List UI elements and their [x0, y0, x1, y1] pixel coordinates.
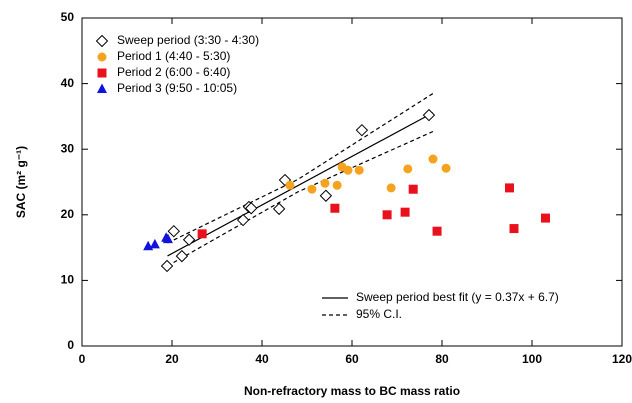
y-tick-label: 20 — [61, 207, 75, 221]
legend-label: 95% C.I. — [356, 307, 402, 321]
fit-line — [167, 130, 434, 267]
legend-marker — [97, 83, 107, 93]
point — [244, 202, 258, 215]
point — [505, 183, 514, 193]
point — [382, 210, 392, 220]
x-tick-label: 100 — [522, 352, 542, 366]
point — [428, 154, 438, 164]
x-tick-label: 120 — [612, 352, 632, 366]
point — [319, 189, 333, 202]
point — [167, 224, 181, 238]
point — [422, 108, 436, 122]
legend-label: Period 1 (4:40 - 5:30) — [117, 49, 230, 63]
point — [160, 259, 174, 273]
y-tick-label: 40 — [61, 76, 75, 90]
point — [197, 229, 207, 239]
legend-label: Period 3 (9:50 - 10:05) — [117, 81, 237, 95]
legend-marker — [97, 68, 107, 78]
point — [441, 163, 451, 173]
fit-line — [167, 92, 434, 244]
x-axis-label: Non-refractory mass to BC mass ratio — [244, 384, 460, 398]
point — [343, 165, 353, 175]
point — [432, 226, 442, 236]
point — [386, 183, 396, 193]
point — [285, 180, 295, 190]
point — [320, 178, 330, 188]
point — [408, 184, 418, 194]
point — [330, 203, 340, 213]
point — [400, 207, 410, 217]
point — [307, 184, 317, 194]
x-tick-label: 80 — [435, 352, 449, 366]
point — [149, 238, 160, 249]
y-tick-label: 30 — [61, 141, 75, 155]
point — [332, 180, 342, 190]
legend-label: Sweep period (3:30 - 4:30) — [117, 33, 259, 47]
point — [509, 224, 519, 234]
y-tick-label: 50 — [61, 10, 75, 24]
y-tick-label: 10 — [61, 273, 75, 287]
legend-label: Sweep period best fit (y = 0.37x + 6.7) — [356, 290, 559, 304]
point — [272, 202, 286, 216]
point — [162, 233, 173, 244]
point — [354, 165, 364, 175]
point — [182, 233, 196, 246]
x-tick-label: 60 — [345, 352, 359, 366]
point — [541, 213, 550, 223]
point — [403, 164, 413, 174]
legend-marker — [97, 52, 107, 62]
y-tick-label: 0 — [67, 338, 74, 352]
legend-label: Period 2 (6:00 - 6:40) — [117, 65, 230, 79]
fit-line — [167, 112, 434, 257]
point — [175, 249, 189, 263]
legend-marker — [95, 34, 109, 48]
x-tick-label: 20 — [165, 352, 179, 366]
point — [355, 123, 369, 137]
point — [236, 213, 250, 227]
x-tick-label: 0 — [79, 352, 86, 366]
y-axis-label: SAC (m² g⁻¹) — [14, 146, 28, 218]
x-tick-label: 40 — [255, 352, 269, 366]
